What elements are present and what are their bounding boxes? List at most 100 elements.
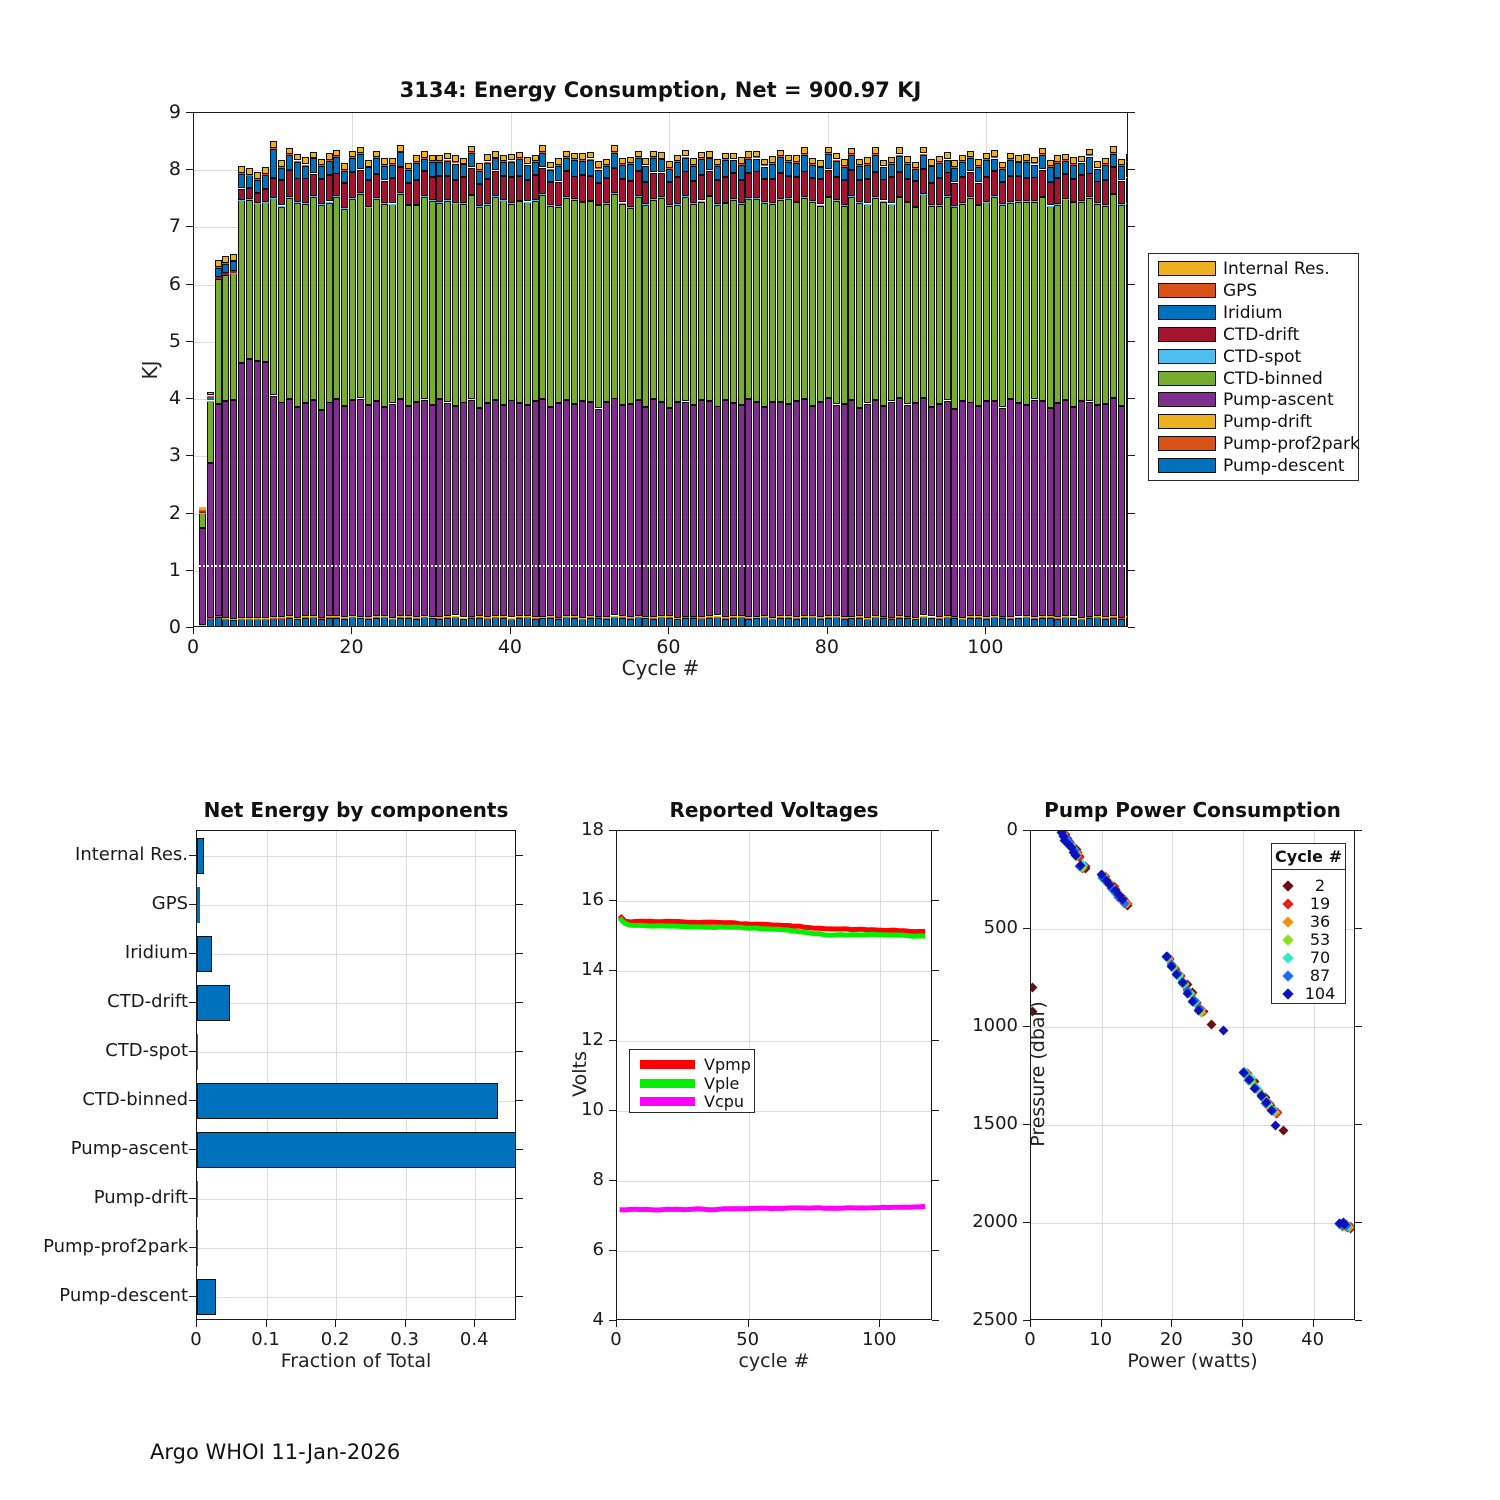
bar-segment — [373, 156, 380, 158]
bar-segment — [389, 203, 396, 205]
tick-label: 3 — [168, 444, 181, 467]
bar-segment — [1086, 616, 1093, 618]
tick-label: 0 — [186, 636, 200, 658]
bar-segment — [246, 199, 253, 359]
axis-tick — [1128, 283, 1135, 285]
axis-tick — [932, 1040, 939, 1041]
bar-segment — [959, 160, 966, 162]
bar-segment — [310, 615, 317, 617]
axis-tick — [609, 830, 616, 831]
bar-segment — [1118, 618, 1125, 620]
bar-segment — [991, 158, 998, 171]
axis-tick — [516, 1197, 523, 1199]
bar-segment — [539, 144, 546, 152]
legend-label: CTD-drift — [1223, 324, 1300, 345]
bar-segment — [524, 616, 531, 618]
bar-segment — [571, 198, 578, 200]
bar-segment — [500, 162, 507, 177]
bar-segment — [959, 203, 966, 205]
bar-segment — [841, 205, 848, 404]
bar-segment — [365, 166, 372, 168]
bar-segment — [848, 147, 855, 154]
axis-tick — [189, 1295, 196, 1297]
bar-segment — [730, 152, 737, 159]
bar-segment — [674, 401, 681, 618]
bar-segment — [1039, 154, 1046, 156]
bar-segment — [658, 197, 665, 402]
bar-segment — [730, 199, 737, 201]
legend-label: Vcpu — [704, 1092, 745, 1111]
bar-segment — [951, 206, 958, 409]
bar-segment — [1110, 398, 1117, 617]
bar-segment — [769, 179, 776, 204]
bar-segment — [1094, 617, 1101, 626]
bar-segment — [302, 204, 309, 404]
bar-segment — [333, 616, 340, 618]
bar-segment — [246, 358, 253, 618]
bar-segment — [421, 158, 428, 171]
bar-segment — [666, 408, 673, 617]
bar-segment — [698, 158, 705, 160]
bar-segment — [801, 153, 808, 155]
bar-segment — [690, 617, 697, 619]
bar-segment — [936, 618, 943, 626]
bar-segment — [658, 615, 665, 617]
bar-segment — [753, 402, 760, 618]
bar-segment — [1054, 154, 1061, 162]
category-label: CTD-binned — [82, 1088, 188, 1110]
bar-segment — [841, 166, 848, 168]
bar-segment — [896, 617, 903, 626]
bar-segment — [967, 616, 974, 618]
bar-segment — [318, 204, 325, 410]
bar-segment — [222, 255, 229, 263]
bar-segment — [444, 200, 451, 202]
tick-label: 0.2 — [320, 1329, 350, 1350]
bar-segment — [825, 152, 832, 154]
bar-segment — [413, 204, 420, 206]
axis-tick — [193, 627, 194, 634]
bar-segment — [983, 159, 990, 161]
bar-segment — [1126, 161, 1127, 162]
bar-segment — [215, 615, 222, 617]
tick-label: 0 — [610, 1329, 622, 1350]
bar-segment — [1118, 204, 1125, 406]
bar-segment — [532, 400, 539, 617]
axis-tick — [516, 1050, 523, 1052]
bar-segment — [516, 152, 523, 159]
bar-segment — [682, 616, 689, 618]
bar-segment — [1015, 176, 1022, 202]
bar-segment — [326, 161, 333, 176]
bar-segment — [1062, 173, 1069, 199]
bar-segment — [864, 156, 871, 164]
bar-segment — [516, 157, 523, 159]
bar-segment — [429, 404, 436, 617]
bar-segment — [215, 268, 222, 278]
bar-segment — [294, 202, 301, 204]
bar-segment — [674, 154, 681, 161]
bar-segment — [833, 616, 840, 618]
grid-line — [617, 1181, 931, 1182]
bar-segment — [904, 617, 911, 626]
bar-segment — [444, 176, 451, 201]
bar-segment — [627, 207, 634, 404]
legend-label: GPS — [1223, 280, 1258, 301]
bar-segment — [341, 616, 348, 618]
axis-tick — [1312, 1320, 1314, 1327]
bar-segment — [460, 203, 467, 403]
bar-segment — [460, 618, 467, 620]
net-energy-bar — [197, 984, 230, 1021]
bar-segment — [611, 398, 618, 616]
grid-line — [197, 1296, 515, 1298]
bar-segment — [777, 200, 784, 403]
bar-segment — [508, 154, 515, 161]
bar-segment — [492, 157, 499, 159]
bar-segment — [246, 174, 253, 176]
bar-segment — [555, 618, 562, 620]
bar-segment — [373, 174, 380, 199]
bar-segment — [278, 206, 285, 403]
bar-segment — [302, 618, 309, 626]
bar-segment — [888, 618, 895, 620]
bar-segment — [413, 618, 420, 626]
bar-segment — [381, 202, 388, 204]
bar-segment — [1070, 202, 1077, 408]
